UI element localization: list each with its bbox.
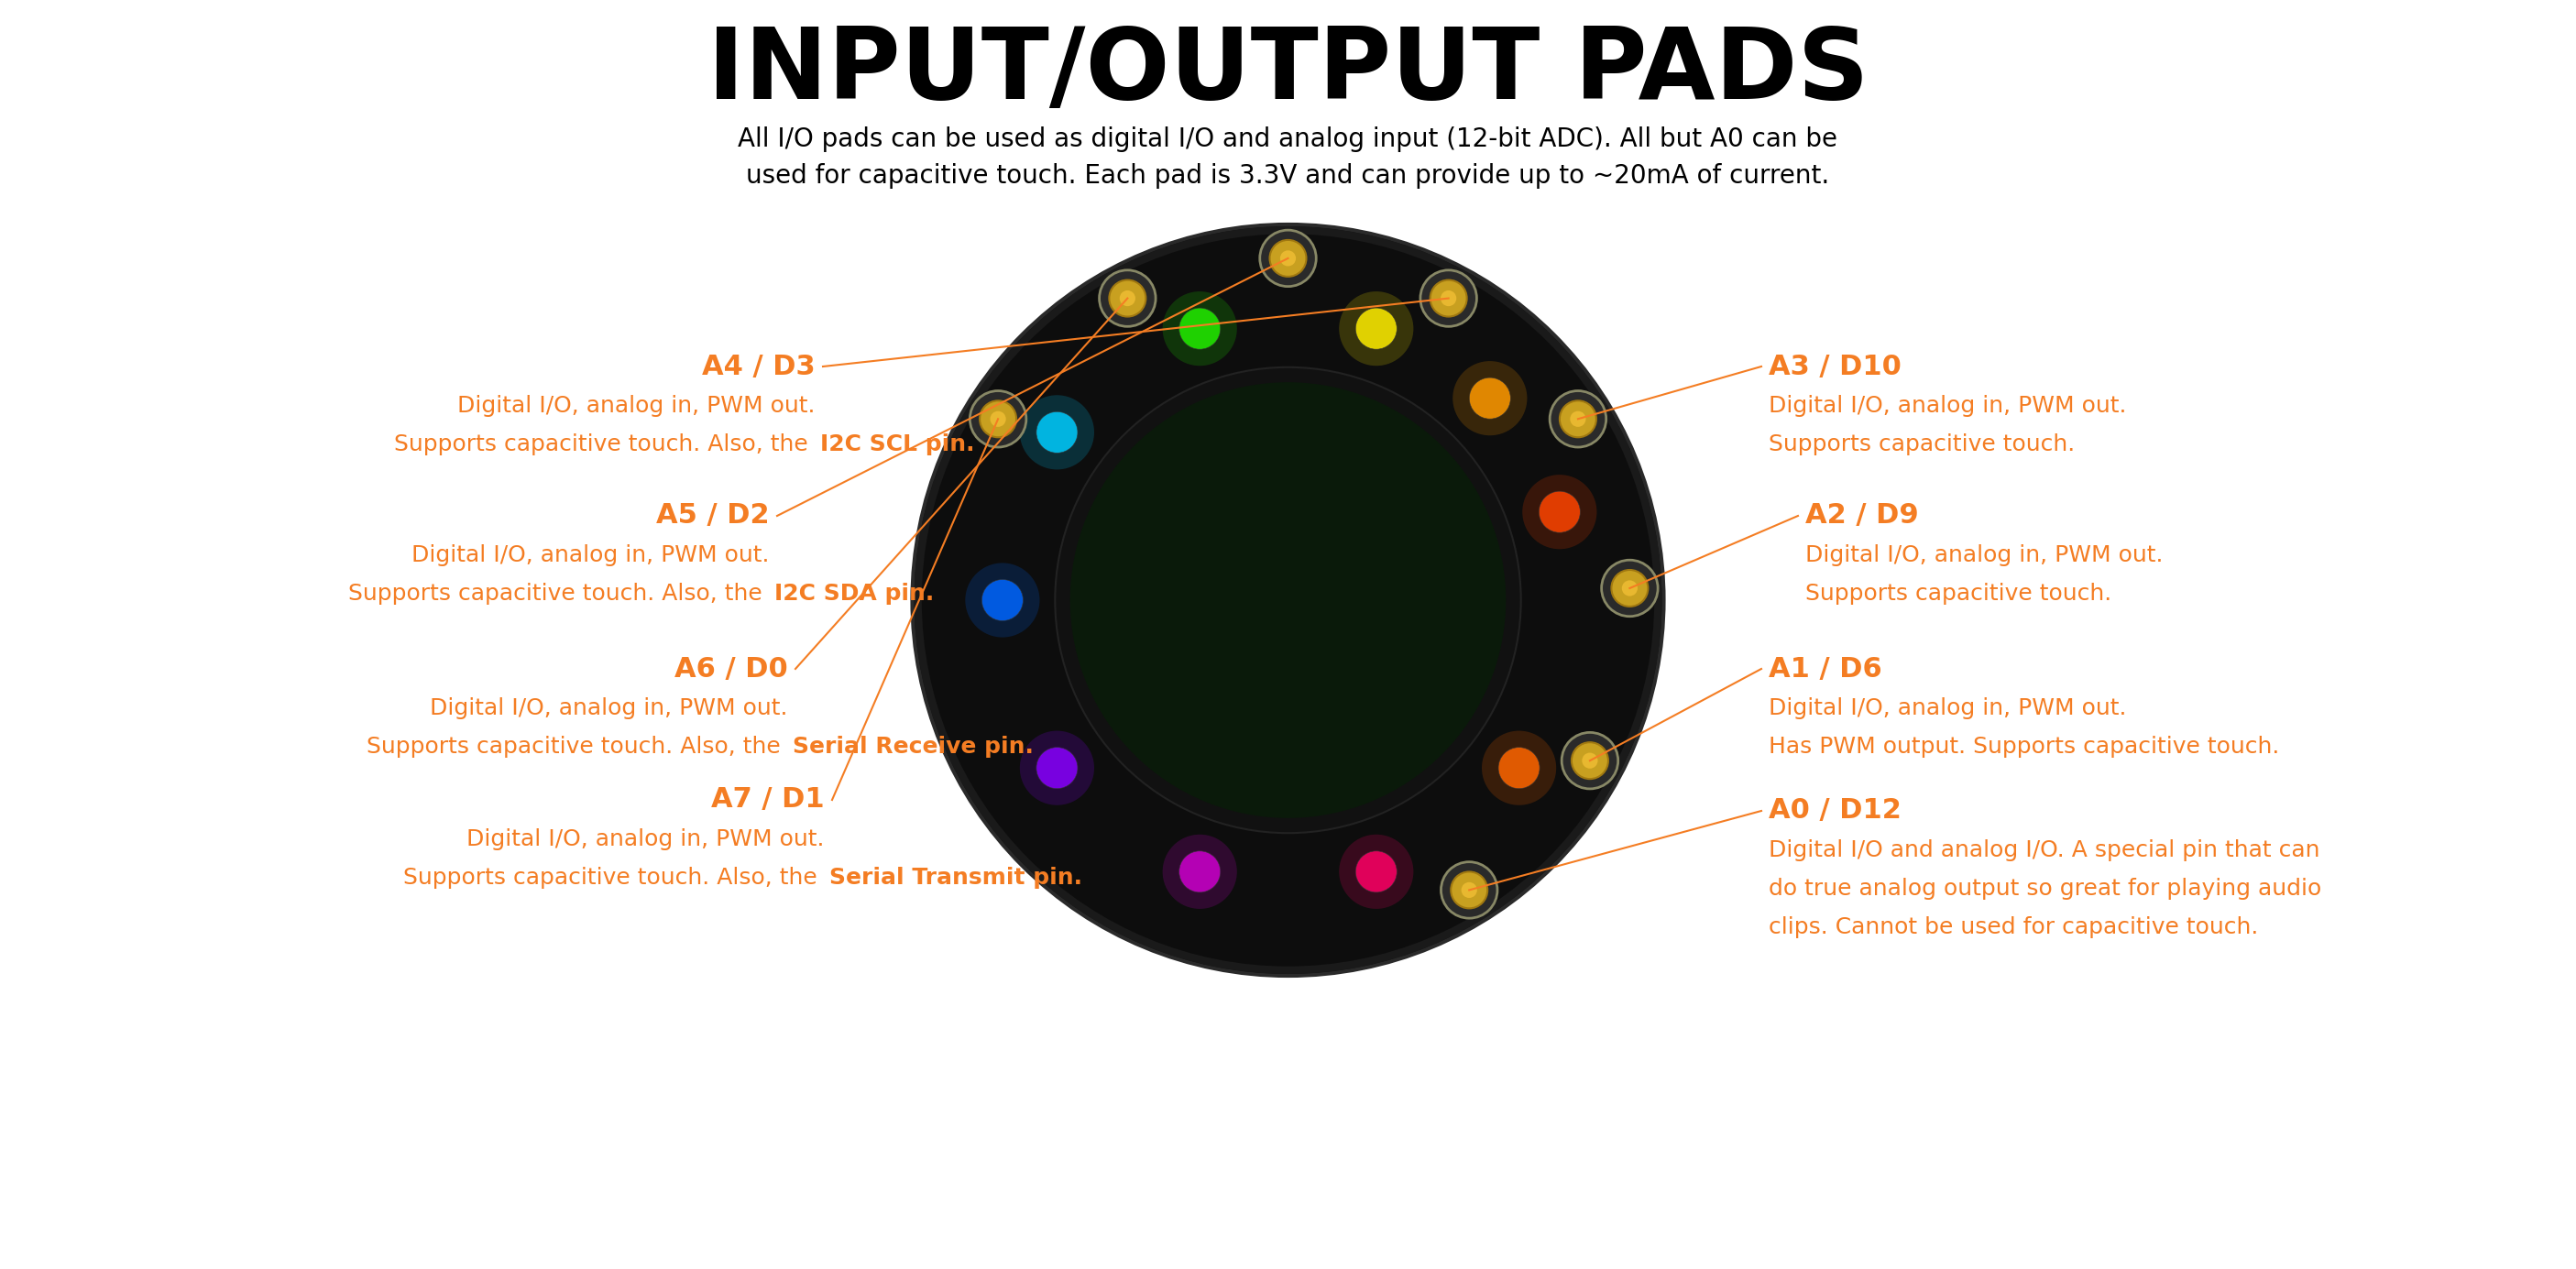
Circle shape bbox=[1419, 270, 1476, 326]
Circle shape bbox=[1569, 411, 1587, 426]
Circle shape bbox=[1468, 378, 1510, 419]
Text: clips. Cannot be used for capacitive touch.: clips. Cannot be used for capacitive tou… bbox=[1770, 916, 2259, 938]
Circle shape bbox=[971, 391, 1025, 447]
Circle shape bbox=[1100, 270, 1157, 326]
Circle shape bbox=[1538, 491, 1579, 533]
Circle shape bbox=[1440, 291, 1455, 306]
Circle shape bbox=[979, 401, 1018, 438]
Text: Digital I/O, analog in, PWM out.: Digital I/O, analog in, PWM out. bbox=[412, 544, 770, 566]
Text: INPUT/OUTPUT PADS: INPUT/OUTPUT PADS bbox=[708, 23, 1868, 121]
Text: Serial Receive pin.: Serial Receive pin. bbox=[793, 736, 1033, 758]
Text: Digital I/O, analog in, PWM out.: Digital I/O, analog in, PWM out. bbox=[1770, 395, 2128, 418]
Text: Digital I/O, analog in, PWM out.: Digital I/O, analog in, PWM out. bbox=[459, 395, 817, 418]
Text: A4 / D3: A4 / D3 bbox=[703, 353, 817, 379]
Circle shape bbox=[1355, 851, 1396, 892]
Circle shape bbox=[1440, 862, 1497, 919]
Circle shape bbox=[1623, 580, 1638, 596]
Text: Supports capacitive touch. Also, the: Supports capacitive touch. Also, the bbox=[348, 582, 770, 605]
Text: I2C SDA pin.: I2C SDA pin. bbox=[775, 582, 935, 605]
Circle shape bbox=[1110, 280, 1146, 317]
Circle shape bbox=[1180, 851, 1221, 892]
Circle shape bbox=[1430, 280, 1466, 317]
Circle shape bbox=[1270, 240, 1306, 277]
Text: A0 / D12: A0 / D12 bbox=[1770, 798, 1901, 824]
Circle shape bbox=[989, 411, 1007, 426]
Circle shape bbox=[1582, 753, 1597, 769]
Text: Digital I/O, analog in, PWM out.: Digital I/O, analog in, PWM out. bbox=[1770, 697, 2128, 720]
Circle shape bbox=[1162, 835, 1236, 909]
Text: A3 / D10: A3 / D10 bbox=[1770, 353, 1901, 379]
Circle shape bbox=[1162, 292, 1236, 365]
Circle shape bbox=[1340, 292, 1414, 365]
Circle shape bbox=[1613, 570, 1649, 607]
Text: Supports capacitive touch. Also, the: Supports capacitive touch. Also, the bbox=[404, 867, 824, 888]
Text: Digital I/O, analog in, PWM out.: Digital I/O, analog in, PWM out. bbox=[430, 697, 788, 720]
Circle shape bbox=[966, 563, 1041, 637]
Circle shape bbox=[1450, 872, 1486, 909]
Text: A6 / D0: A6 / D0 bbox=[675, 656, 788, 683]
Text: Serial Transmit pin.: Serial Transmit pin. bbox=[829, 867, 1082, 888]
Circle shape bbox=[1340, 835, 1414, 909]
Circle shape bbox=[1069, 382, 1507, 819]
Circle shape bbox=[1020, 395, 1095, 470]
Circle shape bbox=[1056, 367, 1520, 832]
Text: A1 / D6: A1 / D6 bbox=[1770, 656, 1883, 683]
Text: Supports capacitive touch.: Supports capacitive touch. bbox=[1770, 434, 2074, 456]
Circle shape bbox=[1481, 731, 1556, 805]
Text: A7 / D1: A7 / D1 bbox=[711, 787, 824, 813]
Circle shape bbox=[1602, 560, 1659, 617]
Circle shape bbox=[1020, 731, 1095, 805]
Text: Supports capacitive touch.: Supports capacitive touch. bbox=[1806, 582, 2112, 605]
Text: Has PWM output. Supports capacitive touch.: Has PWM output. Supports capacitive touc… bbox=[1770, 736, 2280, 758]
Circle shape bbox=[1036, 411, 1077, 453]
Circle shape bbox=[1036, 747, 1077, 788]
Circle shape bbox=[1121, 291, 1136, 306]
Circle shape bbox=[1522, 475, 1597, 549]
Circle shape bbox=[1180, 308, 1221, 349]
Text: Digital I/O, analog in, PWM out.: Digital I/O, analog in, PWM out. bbox=[1806, 544, 2164, 566]
Text: used for capacitive touch. Each pad is 3.3V and can provide up to ~20mA of curre: used for capacitive touch. Each pad is 3… bbox=[747, 164, 1829, 189]
Circle shape bbox=[912, 225, 1664, 976]
Circle shape bbox=[1280, 250, 1296, 266]
Text: Supports capacitive touch. Also, the: Supports capacitive touch. Also, the bbox=[394, 434, 817, 456]
Text: A5 / D2: A5 / D2 bbox=[657, 503, 770, 529]
Circle shape bbox=[1461, 882, 1476, 898]
Circle shape bbox=[1355, 308, 1396, 349]
Text: All I/O pads can be used as digital I/O and analog input (12-bit ADC). All but A: All I/O pads can be used as digital I/O … bbox=[739, 127, 1837, 152]
Circle shape bbox=[1453, 362, 1528, 435]
Circle shape bbox=[1551, 391, 1605, 447]
Text: Digital I/O, analog in, PWM out.: Digital I/O, analog in, PWM out. bbox=[466, 829, 824, 850]
Circle shape bbox=[1260, 230, 1316, 287]
Circle shape bbox=[1571, 742, 1607, 779]
Text: Digital I/O and analog I/O. A special pin that can: Digital I/O and analog I/O. A special pi… bbox=[1770, 839, 2321, 862]
Circle shape bbox=[1558, 401, 1597, 438]
Text: do true analog output so great for playing audio: do true analog output so great for playi… bbox=[1770, 878, 2321, 900]
Circle shape bbox=[1499, 747, 1540, 788]
Text: Supports capacitive touch. Also, the: Supports capacitive touch. Also, the bbox=[366, 736, 788, 758]
Text: A2 / D9: A2 / D9 bbox=[1806, 503, 1919, 529]
Text: I2C SCL pin.: I2C SCL pin. bbox=[819, 434, 974, 456]
Circle shape bbox=[1561, 732, 1618, 789]
Circle shape bbox=[981, 580, 1023, 621]
